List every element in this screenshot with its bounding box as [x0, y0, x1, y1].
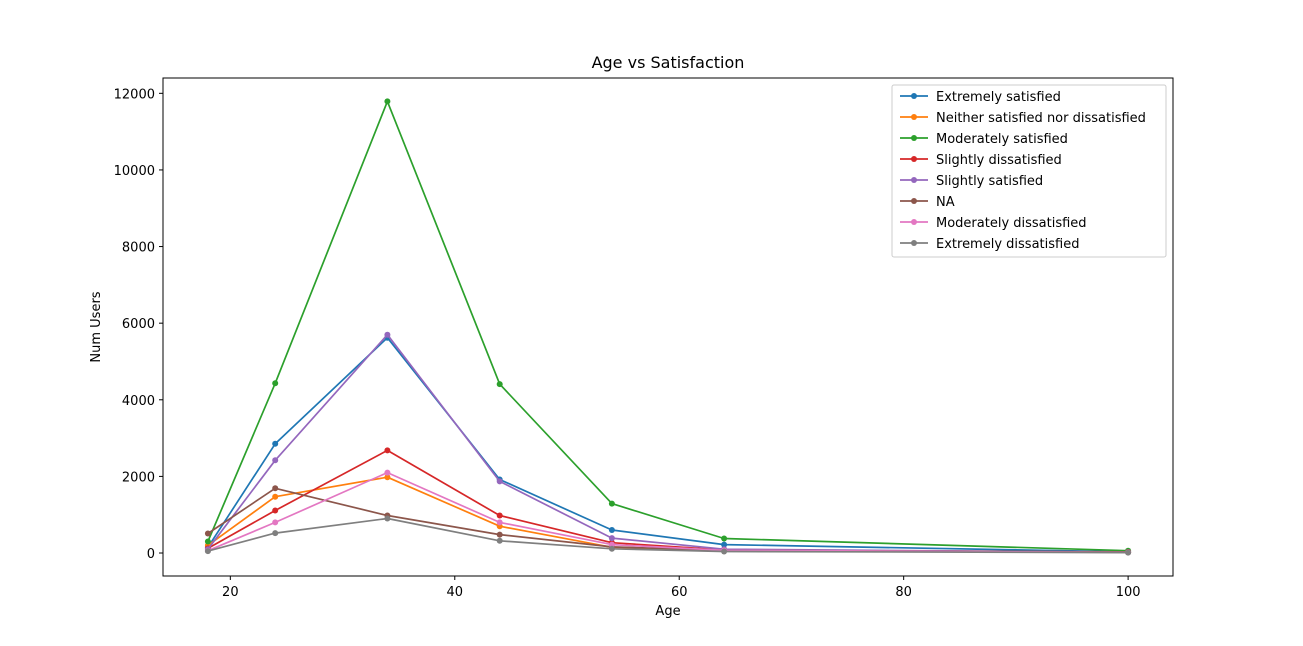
legend-label: Moderately dissatisfied	[936, 216, 1087, 231]
legend-label: Neither satisfied nor dissatisfied	[936, 111, 1146, 126]
data-point	[272, 530, 279, 537]
data-point	[721, 548, 728, 555]
y-tick-label: 6000	[122, 317, 155, 332]
y-tick-label: 10000	[114, 164, 155, 179]
legend: Extremely satisfied Neither satisfied nor…	[891, 84, 1167, 258]
data-point	[721, 535, 728, 542]
data-point	[384, 331, 391, 338]
data-point	[384, 469, 391, 476]
data-point	[608, 545, 615, 552]
series-6	[204, 469, 1132, 556]
legend-label: Slightly dissatisfied	[936, 153, 1062, 168]
legend-marker	[911, 198, 917, 204]
data-point	[272, 440, 279, 447]
legend-marker	[911, 156, 917, 162]
x-tick-label: 80	[895, 585, 912, 600]
x-tick-label: 20	[222, 585, 239, 600]
legend-item: Moderately dissatisfied	[900, 216, 1087, 231]
data-point	[1125, 549, 1132, 556]
legend-label: Slightly satisfied	[936, 174, 1043, 189]
series-line	[207, 333, 1129, 554]
y-tick-label: 4000	[122, 394, 155, 409]
data-point	[272, 519, 279, 526]
legend-marker	[911, 240, 917, 246]
data-point	[496, 381, 503, 388]
axes: 20 40 60 80 100 0 2000 4000 6000 8000 10000 12000	[114, 77, 1174, 600]
legend-item: NA	[900, 195, 955, 210]
data-point	[384, 447, 391, 454]
data-point	[496, 512, 503, 519]
series-line	[207, 336, 1129, 553]
x-tick-label: 100	[1116, 585, 1141, 600]
y-tick-label: 12000	[114, 87, 155, 102]
series-7	[204, 515, 1132, 556]
data-point	[496, 531, 503, 538]
legend-marker	[911, 135, 917, 141]
x-tick-label: 40	[447, 585, 464, 600]
data-point	[272, 493, 279, 500]
data-point	[608, 541, 615, 548]
series-line	[207, 476, 1129, 554]
legend-marker	[911, 177, 917, 183]
data-point	[272, 380, 279, 387]
data-point	[496, 537, 503, 544]
series-3	[204, 447, 1132, 556]
chart-title: Age vs Satisfaction	[592, 53, 745, 72]
data-point	[204, 530, 211, 537]
data-point	[272, 485, 279, 492]
data-point	[496, 478, 503, 485]
legend-box	[891, 84, 1167, 258]
data-point	[272, 457, 279, 464]
data-point	[384, 474, 391, 481]
legend-marker	[911, 93, 917, 99]
legend-item: Slightly satisfied	[900, 174, 1043, 189]
series-line	[207, 487, 1129, 553]
legend-label: Extremely satisfied	[936, 90, 1061, 105]
legend-marker	[911, 219, 917, 225]
y-tick-label: 8000	[122, 241, 155, 256]
series-layer	[204, 98, 1132, 556]
data-point	[204, 548, 211, 555]
legend-item: Extremely dissatisfied	[900, 237, 1079, 252]
legend-marker	[911, 114, 917, 120]
data-point	[496, 519, 503, 526]
legend-label: Moderately satisfied	[936, 132, 1068, 147]
data-point	[272, 507, 279, 514]
data-point	[721, 541, 728, 548]
legend-item: Neither satisfied nor dissatisfied	[900, 111, 1146, 126]
legend-item: Slightly dissatisfied	[900, 153, 1062, 168]
y-axis-title: Num Users	[89, 291, 104, 362]
legend-item: Extremely satisfied	[900, 90, 1061, 105]
legend-label: Extremely dissatisfied	[936, 237, 1079, 252]
data-point	[384, 515, 391, 522]
data-point	[608, 535, 615, 542]
y-tick-label: 2000	[122, 470, 155, 485]
data-point	[384, 98, 391, 105]
plot-frame	[162, 77, 1174, 577]
x-axis-title: Age	[655, 604, 680, 619]
legend-label: NA	[936, 195, 955, 210]
x-tick-label: 60	[671, 585, 688, 600]
data-point	[608, 527, 615, 533]
y-tick-label: 0	[147, 547, 155, 562]
data-point	[204, 538, 211, 545]
legend-item: Moderately satisfied	[900, 132, 1068, 147]
data-point	[608, 500, 615, 507]
